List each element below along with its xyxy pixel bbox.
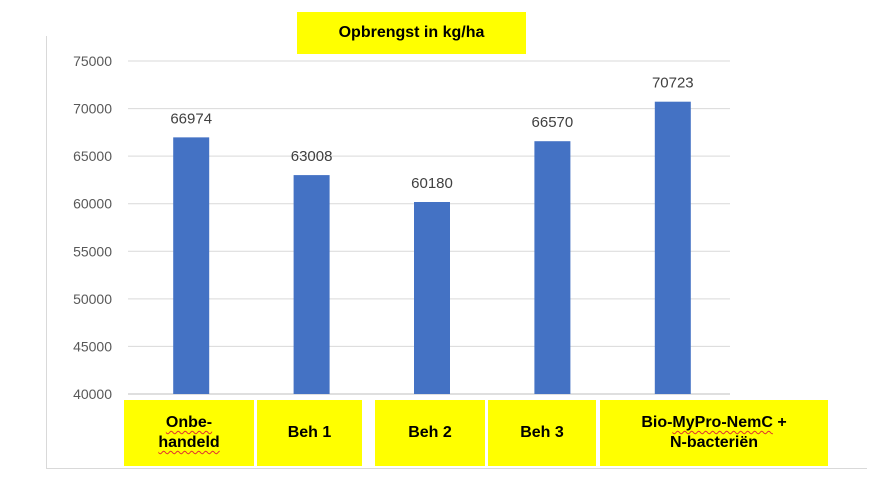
y-tick-label: 40000	[73, 386, 112, 402]
data-label: 66570	[532, 114, 574, 131]
data-label: 60180	[411, 175, 453, 192]
data-label: 70723	[652, 75, 694, 92]
y-tick-label: 65000	[73, 148, 112, 164]
category-label: Beh 2	[375, 400, 485, 466]
chart-frame	[46, 36, 867, 469]
data-label: 66974	[170, 110, 212, 127]
y-tick-label: 70000	[73, 101, 112, 117]
category-label: Onbe-handeld	[124, 400, 254, 466]
bar	[534, 141, 571, 394]
y-tick-label: 50000	[73, 291, 112, 307]
chart-title: Opbrengst in kg/ha	[297, 12, 526, 54]
bar	[293, 175, 330, 394]
bar	[414, 202, 450, 394]
category-label: Beh 1	[257, 400, 362, 466]
bar	[654, 101, 691, 394]
data-label: 63008	[291, 148, 333, 165]
category-label: Bio-MyPro-NemC + N-bacteriën	[600, 400, 828, 466]
y-tick-label: 60000	[73, 196, 112, 212]
y-tick-label: 45000	[73, 338, 112, 354]
y-tick-label: 55000	[73, 243, 112, 259]
bar	[173, 137, 210, 394]
category-label: Beh 3	[488, 400, 596, 466]
y-tick-label: 75000	[73, 53, 112, 69]
